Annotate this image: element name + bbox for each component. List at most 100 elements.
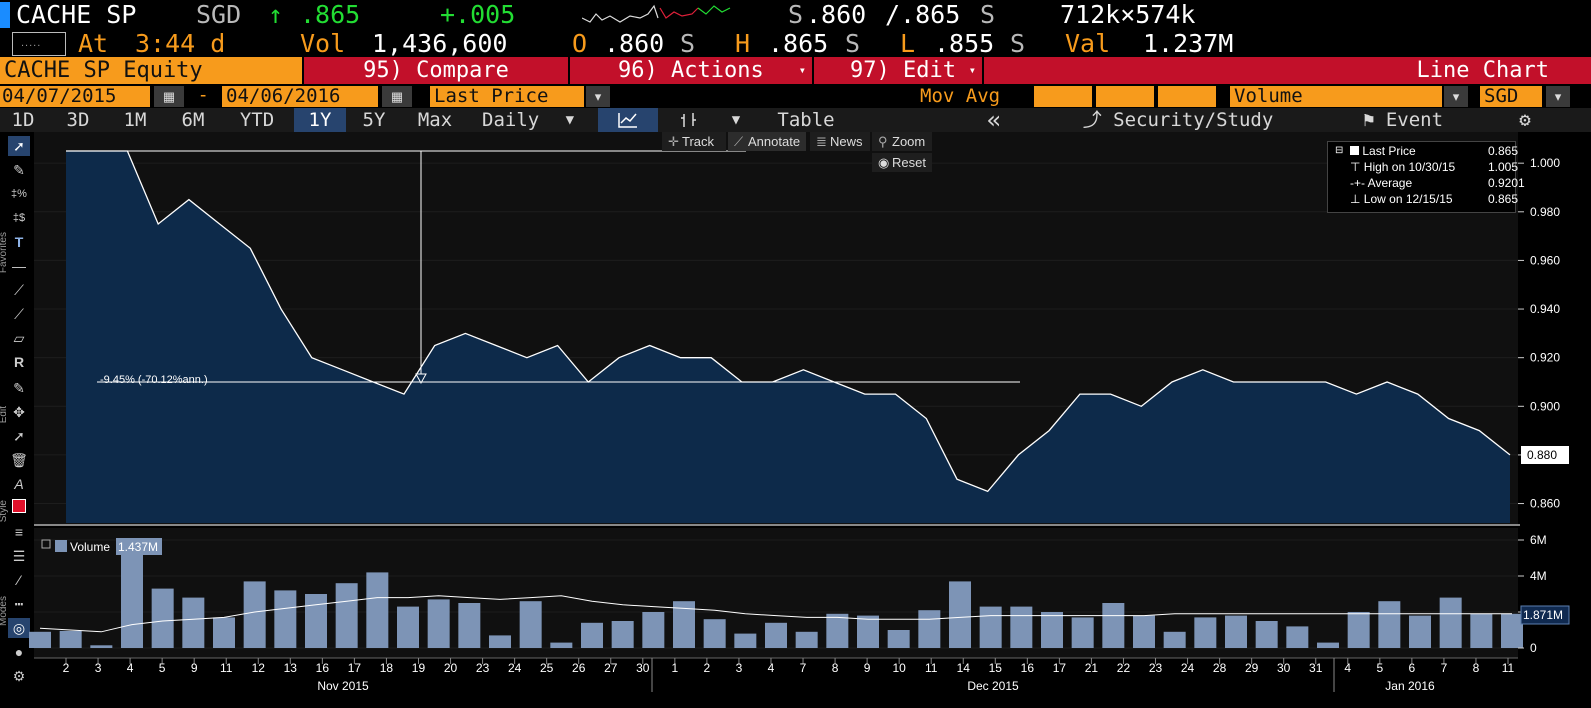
crosshair-mode-icon[interactable]: ◎ [8,618,30,638]
line-style-icon[interactable]: ☰ [12,548,26,564]
volume-dropdown-icon[interactable]: ▾ [1444,86,1468,107]
color-swatch-icon[interactable] [8,498,30,518]
tf-1y[interactable]: 1Y [294,108,346,132]
move-icon[interactable]: ✥ [13,404,25,420]
tf-1d[interactable]: 1D [2,108,44,132]
mov-avg-slot-3[interactable] [1158,86,1216,107]
x-axis: 2 3 4 5 9 11 12 13 16 17 18 19 20 23 24 25 26 27 30 1 2 3 4 7 8 9… [34,657,1518,693]
x-tick-label: 8 [832,661,839,675]
periodicity-select[interactable]: Daily ▼ [474,108,582,132]
news-button[interactable]: ≣ News [810,132,870,151]
currency-select[interactable]: SGD [1480,86,1542,107]
open-suffix: S [680,29,696,58]
mov-avg-slot-2[interactable] [1096,86,1154,107]
field-dropdown-icon[interactable]: ▾ [586,86,610,107]
command-input[interactable]: ..... [12,32,66,56]
zoom-button[interactable]: ⚲ Zoom [872,132,932,151]
channel-icon[interactable]: ▱ [13,330,25,346]
reset-button[interactable]: ◉ Reset [872,153,932,172]
actions-button[interactable]: 96) Actions ▾ [570,57,812,84]
volume-select[interactable]: Volume [1230,86,1442,107]
edit-pen-icon[interactable]: ✎ [13,380,25,396]
volume-bar [673,601,695,648]
line-weight-icon[interactable]: ≡ [14,524,24,540]
volume-bar [1041,612,1063,648]
percent-tool-icon[interactable]: ‡% [11,188,27,200]
volume-bar [151,588,174,648]
tf-6m[interactable]: 6M [168,108,218,132]
edit-button[interactable]: 97) Edit ▾ [814,57,982,84]
horizontal-line-icon[interactable]: — [12,258,26,274]
chart-type-label: Line Chart [1416,58,1549,83]
price-line [66,150,1511,493]
tf-ytd[interactable]: YTD [226,108,288,132]
sparkline-icon [582,4,731,23]
toolbar-settings-icon[interactable]: ⚙ [12,668,26,684]
legend-collapse-icon[interactable]: ⊟ [1335,145,1344,156]
tf-3d[interactable]: 3D [54,108,102,132]
low-label: L [900,29,916,58]
end-date-field[interactable]: 04/06/2016 [222,86,378,107]
dashed-line-icon[interactable]: ┅ [14,596,24,612]
quote-time: 3:44 d [135,29,226,58]
x-tick-label: 21 [1085,661,1099,675]
tf-1m[interactable]: 1M [110,108,160,132]
x-tick-label: 10 [892,661,906,675]
select-icon[interactable]: ➚ [13,428,25,444]
volume-tick-label: 6M [1530,533,1547,547]
colors-icon[interactable]: ● [14,644,24,660]
date-field-bar: 04/07/2015 ▦ - 04/06/2016 ▦ Last Price ▾… [0,85,1591,108]
periodicity-dropdown-icon: ▼ [565,112,574,128]
mov-avg-slot-1[interactable] [1034,86,1092,107]
price-area-fill [66,151,1510,523]
text-tool-icon[interactable]: T [14,234,24,250]
trend-line-icon[interactable]: ⟋ [14,282,24,298]
collapse-button[interactable]: « [954,108,1034,132]
tf-1y-label: 1Y [308,109,332,131]
start-date-field[interactable]: 04/07/2015 [0,86,150,107]
end-calendar-icon[interactable]: ▦ [382,86,412,107]
mov-avg-select[interactable]: Mov Avg [916,86,1028,107]
net-change: +.005 [440,0,516,29]
x-tick-label: 7 [800,661,807,675]
compare-button[interactable]: 95) Compare [304,57,568,84]
security-study-button[interactable]: ⤴ Security/Study [1042,108,1314,132]
volume-axis-last-label: 1.871M [1523,608,1563,622]
chart-style-dropdown-icon[interactable]: ▼ [731,112,741,128]
field-select[interactable]: Last Price [430,86,584,107]
month-label: Nov 2015 [317,679,369,693]
price-tick-label: 1.000 [1530,156,1560,170]
x-tick-label: 16 [316,661,330,675]
start-calendar-icon[interactable]: ▦ [154,86,184,107]
retracement-icon[interactable]: R [13,354,25,370]
font-style-icon[interactable]: A [14,476,24,492]
chart-type-bar: Line Chart [984,57,1591,84]
legend-value: 0.865 [1488,192,1519,206]
event-button[interactable]: ⚑ Event [1318,108,1488,132]
actions-label: 96) Actions [618,58,764,83]
last-price-axis-label: 0.880 [1527,448,1557,462]
currency-dropdown-icon[interactable]: ▾ [1546,86,1570,107]
line-chart-icon[interactable] [598,108,658,132]
eraser-icon[interactable]: ⁄ [17,572,21,588]
month-label: Jan 2016 [1385,679,1435,693]
reset-icon: ◉ [878,155,890,170]
legend-low: ⊥ Low on 12/15/15 0.865 [1350,192,1519,207]
bar-chart-icon[interactable] [664,108,714,132]
volume-bar [1439,597,1462,648]
track-button[interactable]: ✛ Track [662,132,726,151]
tf-max[interactable]: Max [404,108,466,132]
settings-gear-icon[interactable]: ⚙ [1519,109,1531,131]
price-volume-chart[interactable]: -9.45% (-70.12%ann.) 1.000 0.980 0.960 0.94… [0,132,1591,708]
ray-line-icon[interactable]: ⟋ [14,306,24,322]
annotate-button[interactable]: ⟋ Annotate [728,132,806,151]
x-tick-label: 19 [412,661,426,675]
x-tick-label: 16 [1021,661,1035,675]
tf-5y[interactable]: 5Y [350,108,398,132]
dollar-tool-icon[interactable]: ‡$ [12,212,26,224]
pointer-icon[interactable]: ➚ [8,136,30,156]
pen-icon[interactable]: ✎ [13,162,25,178]
trash-icon[interactable]: 🗑 [10,452,28,468]
table-button[interactable]: Table [758,108,854,132]
security-field[interactable]: CACHE SP Equity [0,57,302,84]
